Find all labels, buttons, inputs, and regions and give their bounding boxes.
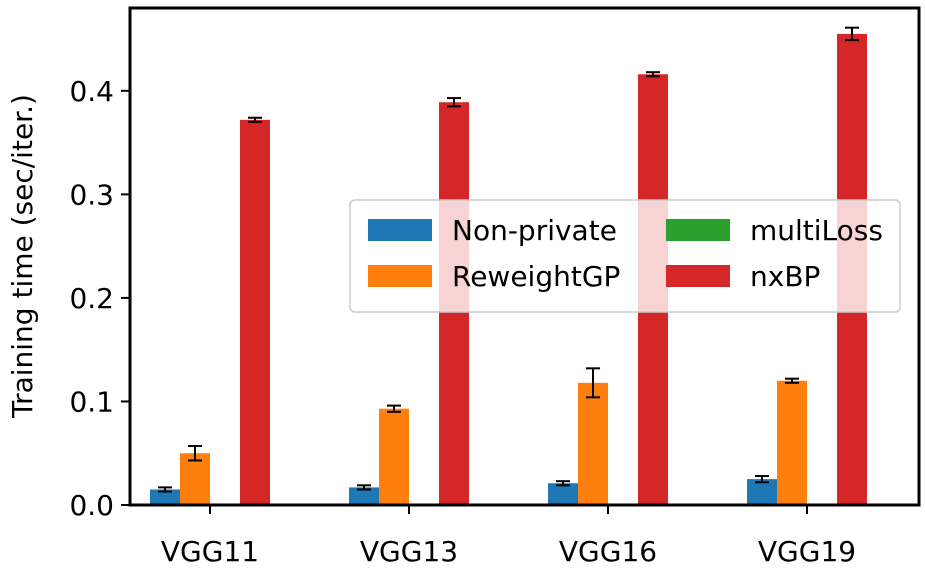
x-tick-label-vgg11: VGG11 [161,535,259,568]
error-bar-non-private-vgg11 [158,486,172,493]
x-axis: VGG11 VGG13 VGG16 VGG19 [161,505,856,568]
y-tick-label: 0.4 [69,75,114,108]
legend-item-reweightgp: ReweightGP [368,260,620,293]
legend-item-nxbp: nxBP [666,260,820,293]
bar-non-private-vgg16 [548,483,578,505]
error-bar-reweightgp-vgg11 [188,444,202,462]
bar-reweightgp-vgg11 [180,453,210,505]
bar-non-private-vgg11 [150,489,180,505]
y-axis-label: Training time (sec/iter.) [6,94,39,419]
error-bar-non-private-vgg16 [556,480,570,487]
legend-swatch [368,265,432,287]
legend-label: Non-private [452,214,617,247]
y-tick-label: 0.0 [69,489,114,522]
error-bar-reweightgp-vgg13 [387,404,401,413]
legend-swatch [368,219,432,241]
plot-frame [128,6,921,507]
error-bar-non-private-vgg13 [357,484,371,491]
error-bar-reweightgp-vgg19 [785,377,799,384]
legend-item-multiloss: multiLoss [666,214,883,247]
bar-nxbp-vgg11 [240,119,270,505]
error-bar-nxbp-vgg13 [447,97,461,108]
legend-label: ReweightGP [452,260,620,293]
bar-reweightgp-vgg13 [379,408,409,505]
y-axis: 0.0 0.1 0.2 0.3 0.4 [69,75,130,522]
legend-swatch [666,219,730,241]
y-tick-label: 0.1 [69,385,114,418]
legend-label: multiLoss [750,214,883,247]
bar-reweightgp-vgg16 [578,382,608,505]
bar-reweightgp-vgg19 [777,380,807,505]
x-tick-label-vgg13: VGG13 [360,535,458,568]
legend: Non-private ReweightGP multiLoss nxBP [349,199,901,313]
legend-box [349,199,901,313]
y-tick-label: 0.3 [69,178,114,211]
legend-label: nxBP [750,260,820,293]
x-tick-label-vgg19: VGG19 [758,535,856,568]
error-bar-nxbp-vgg11 [248,116,262,123]
error-bar-nxbp-vgg19 [845,26,859,42]
legend-item-non-private: Non-private [368,214,617,247]
bar-non-private-vgg19 [747,479,777,505]
error-bar-non-private-vgg19 [755,475,769,484]
error-bars-layer [158,26,859,493]
x-tick-label-vgg16: VGG16 [559,535,657,568]
bar-non-private-vgg13 [349,487,379,505]
legend-swatch [666,265,730,287]
error-bar-reweightgp-vgg16 [586,367,600,399]
y-tick-label: 0.2 [69,282,114,315]
error-bar-nxbp-vgg16 [646,71,660,78]
